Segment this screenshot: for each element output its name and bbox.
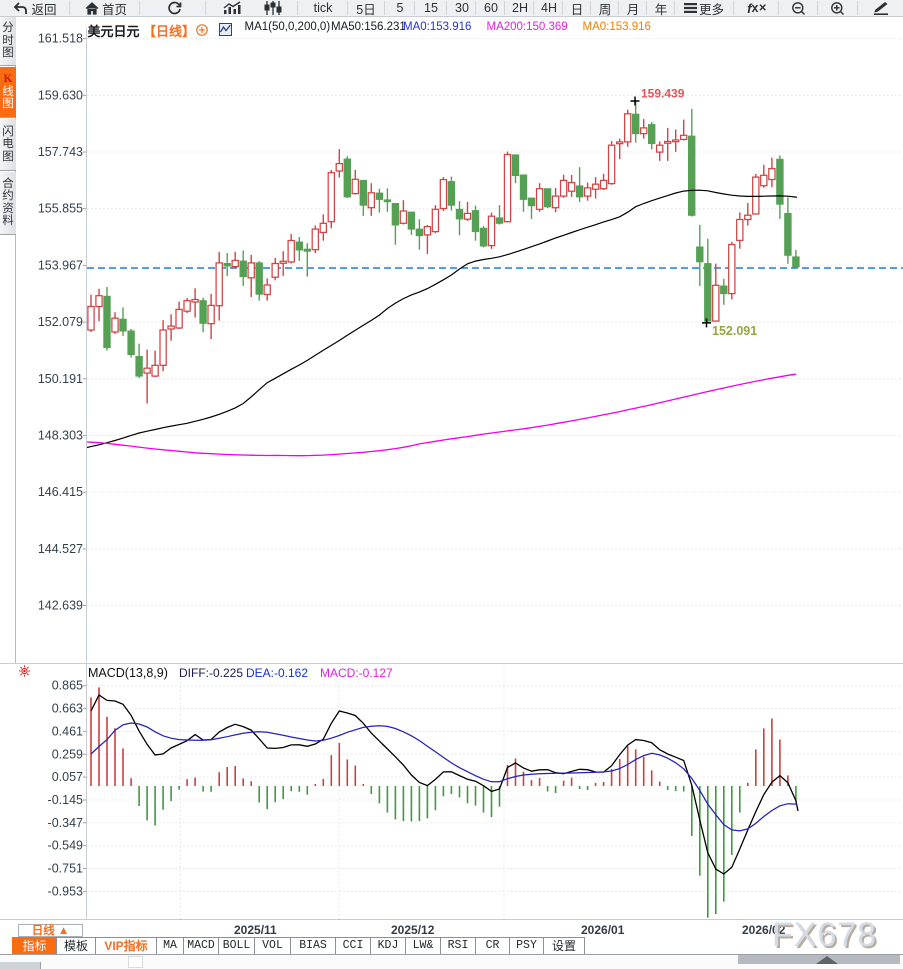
svg-text:-0.347: -0.347 xyxy=(48,816,83,830)
svg-text:MACD:-0.127: MACD:-0.127 xyxy=(320,666,393,680)
svg-text:DIFF:-0.225: DIFF:-0.225 xyxy=(179,666,243,680)
svg-text:-0.751: -0.751 xyxy=(48,862,83,876)
svg-text:153.967: 153.967 xyxy=(38,258,83,272)
svg-text:DEA:-0.162: DEA:-0.162 xyxy=(246,666,308,680)
svg-text:0.057: 0.057 xyxy=(52,770,83,784)
svg-text:150.191: 150.191 xyxy=(38,372,83,386)
svg-text:152.079: 152.079 xyxy=(38,315,83,329)
svg-text:157.743: 157.743 xyxy=(38,145,83,159)
svg-text:-0.549: -0.549 xyxy=(48,839,83,853)
svg-text:-0.145: -0.145 xyxy=(48,793,83,807)
svg-text:155.855: 155.855 xyxy=(38,202,83,216)
svg-text:0.259: 0.259 xyxy=(52,747,83,761)
svg-text:148.303: 148.303 xyxy=(38,429,83,443)
svg-text:159.630: 159.630 xyxy=(38,88,83,102)
svg-text:0.663: 0.663 xyxy=(52,702,83,716)
svg-text:146.415: 146.415 xyxy=(38,485,83,499)
svg-text:159.439: 159.439 xyxy=(641,87,685,101)
svg-text:-0.953: -0.953 xyxy=(48,884,83,898)
svg-text:161.518: 161.518 xyxy=(38,32,83,46)
svg-text:0.461: 0.461 xyxy=(52,724,83,738)
svg-text:142.639: 142.639 xyxy=(38,599,83,613)
svg-text:0.865: 0.865 xyxy=(52,679,83,693)
svg-text:144.527: 144.527 xyxy=(38,542,83,556)
svg-text:152.091: 152.091 xyxy=(712,324,757,338)
svg-text:MACD(13,8,9): MACD(13,8,9) xyxy=(88,666,168,680)
